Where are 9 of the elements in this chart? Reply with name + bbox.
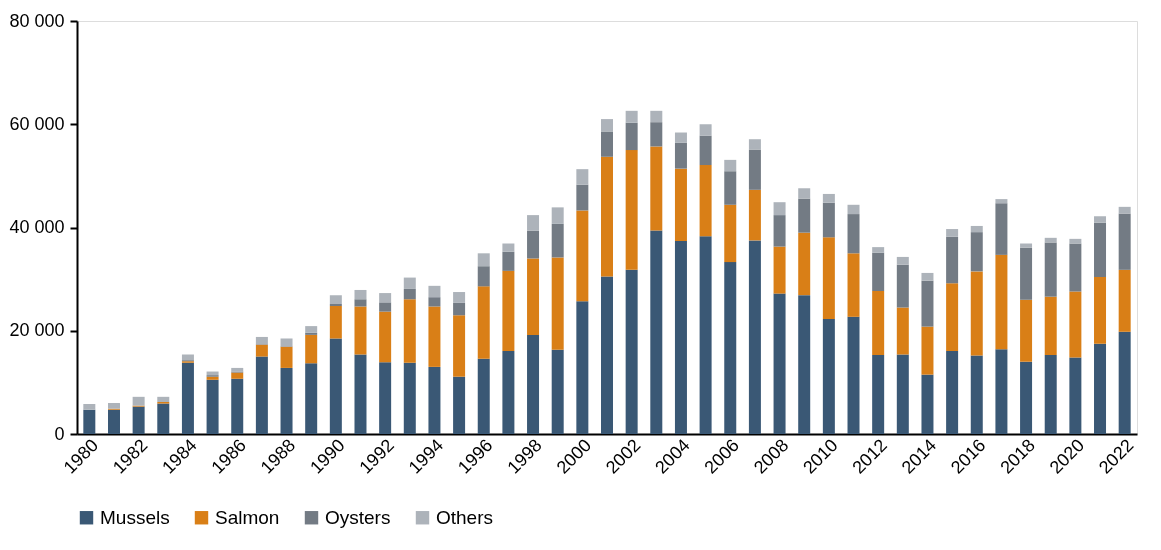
legend-label: Salmon xyxy=(215,506,280,528)
legend-label: Oysters xyxy=(325,506,391,528)
y-tick-label: 80 000 xyxy=(9,10,65,31)
y-tick-label: 40 000 xyxy=(9,217,65,237)
y-tick-label: 60 000 xyxy=(9,113,65,134)
y-tick-label: 0 xyxy=(54,423,65,444)
legend-label: Others xyxy=(436,506,494,528)
legend-label: Mussels xyxy=(100,506,170,528)
y-tick-label: 20 000 xyxy=(9,320,65,341)
